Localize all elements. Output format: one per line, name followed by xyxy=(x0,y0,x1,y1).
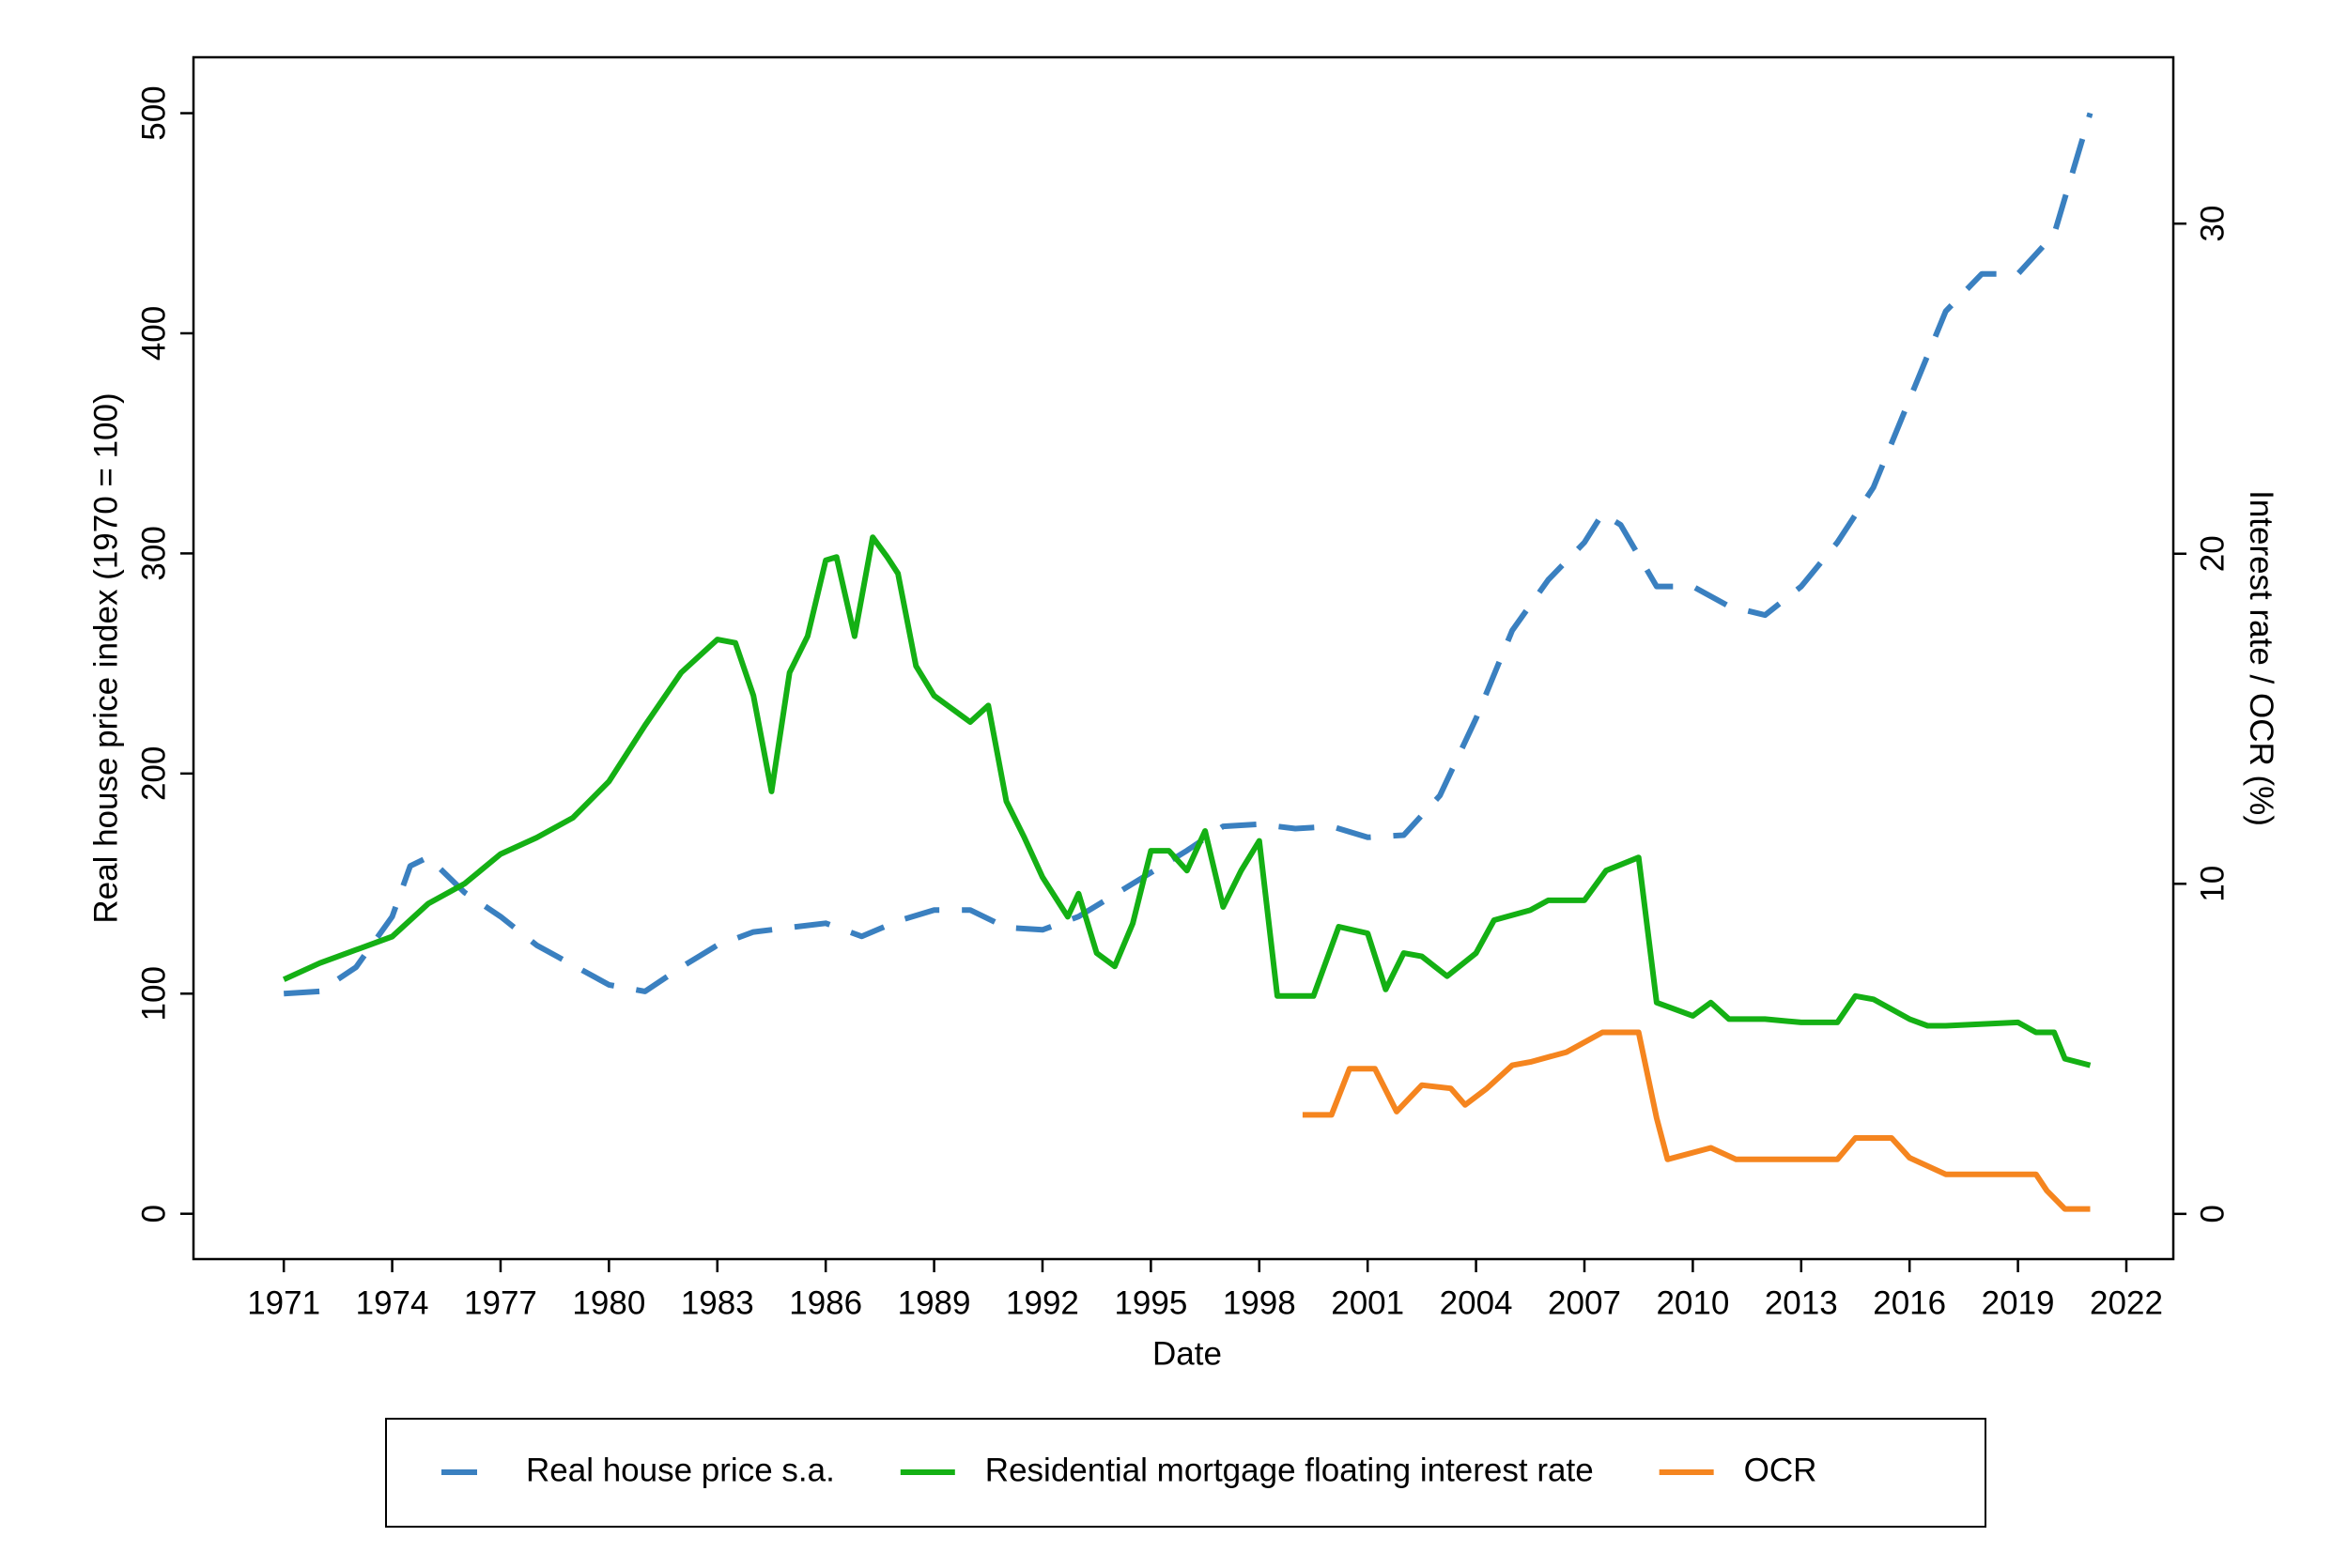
x-tick-label: 1986 xyxy=(789,1284,862,1321)
legend-box xyxy=(385,1418,1986,1528)
legend-label: OCR xyxy=(1744,1452,1817,1488)
y-tick-label: 500 xyxy=(135,85,172,140)
x-tick-label: 2004 xyxy=(1440,1284,1513,1321)
x-tick-label: 2022 xyxy=(2090,1284,2163,1321)
x-tick-label: 1989 xyxy=(898,1284,971,1321)
y-tick-label: 100 xyxy=(135,966,172,1021)
x-tick-label: 2016 xyxy=(1873,1284,1946,1321)
y2-axis-label: Interest rate / OCR (%) xyxy=(2243,490,2279,826)
y-tick-label: 300 xyxy=(135,526,172,580)
x-tick-label: 1980 xyxy=(572,1284,645,1321)
x-tick-label: 1971 xyxy=(247,1284,320,1321)
x-tick-label: 2019 xyxy=(1982,1284,2055,1321)
x-tick-label: 1977 xyxy=(464,1284,537,1321)
x-tick-label: 1998 xyxy=(1223,1284,1296,1321)
y2-tick-label: 30 xyxy=(2194,206,2231,242)
y2-tick-label: 10 xyxy=(2194,866,2231,902)
legend-label: Residential mortgage floating interest r… xyxy=(985,1452,1594,1488)
y-axis-label: Real house price index (1970 = 100) xyxy=(87,392,124,923)
x-tick-label: 1974 xyxy=(356,1284,429,1321)
series-line xyxy=(284,112,2093,997)
y2-tick-label: 20 xyxy=(2194,535,2231,572)
series-line xyxy=(282,534,2092,1068)
y-tick-label: 200 xyxy=(135,746,172,801)
y-tick-label: 0 xyxy=(135,1205,172,1222)
y2-tick-label: 0 xyxy=(2194,1205,2231,1222)
x-tick-label: 1992 xyxy=(1006,1284,1079,1321)
x-tick-label: 2013 xyxy=(1765,1284,1838,1321)
y-tick-label: 400 xyxy=(135,306,172,361)
series-line xyxy=(1302,1029,2091,1212)
x-tick-label: 1983 xyxy=(681,1284,754,1321)
plot-frame xyxy=(192,55,2175,1261)
x-tick-label: 1995 xyxy=(1114,1284,1187,1321)
x-tick-label: 2010 xyxy=(1656,1284,1729,1321)
legend-label: Real house price s.a. xyxy=(526,1452,835,1488)
x-tick-label: 2001 xyxy=(1331,1284,1404,1321)
x-tick-label: 2007 xyxy=(1548,1284,1621,1321)
x-axis-label: Date xyxy=(1152,1335,1222,1372)
